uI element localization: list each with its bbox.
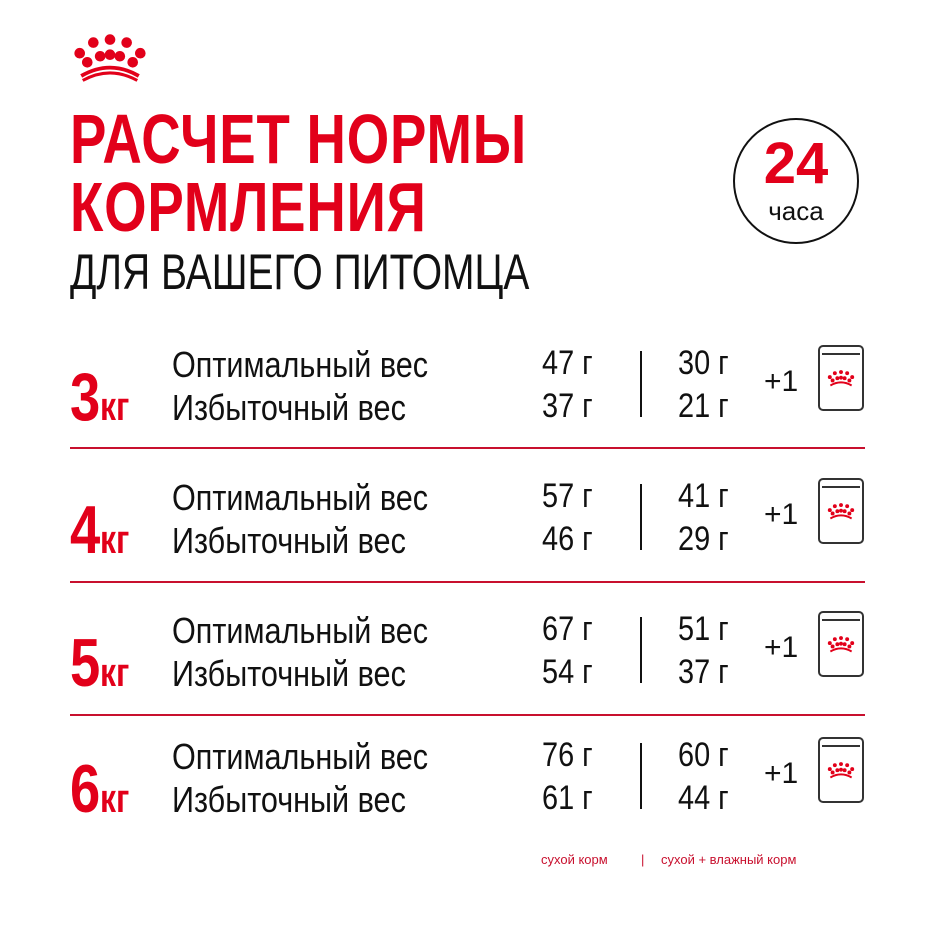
mixed-optimal-value: 30 г — [678, 344, 729, 382]
mixed-overweight-value: 29 г — [678, 520, 729, 558]
overweight-label: Избыточный вес — [172, 387, 406, 428]
legend-divider: | — [641, 852, 645, 867]
weight-label: 6кг — [70, 751, 130, 827]
dry-optimal-value: 47 г — [542, 344, 593, 382]
dry-overweight-value: 54 г — [542, 653, 593, 691]
pouch-count: +1 — [764, 757, 799, 790]
mixed-optimal-value: 41 г — [678, 477, 729, 515]
overweight-label: Избыточный вес — [172, 779, 406, 820]
row-divider — [70, 447, 865, 449]
wet-food-pouch-icon — [818, 737, 864, 803]
row-divider — [70, 581, 865, 583]
dry-optimal-value: 57 г — [542, 477, 593, 515]
weight-label: 4кг — [70, 492, 130, 568]
pouch-count: +1 — [764, 498, 799, 531]
royal-canin-crown-icon — [74, 34, 146, 82]
title-line-2: КОРМЛЕНИЯ — [70, 168, 427, 246]
optimal-weight-label: Оптимальный вес — [172, 736, 429, 777]
column-divider — [640, 617, 642, 683]
pouch-count: +1 — [764, 631, 799, 664]
overweight-label: Избыточный вес — [172, 520, 406, 561]
mixed-optimal-value: 51 г — [678, 610, 729, 648]
wet-food-pouch-icon — [818, 478, 864, 544]
mixed-overweight-value: 44 г — [678, 779, 729, 817]
column-divider — [640, 743, 642, 809]
badge-number: 24 — [763, 131, 829, 196]
dry-overweight-value: 37 г — [542, 387, 593, 425]
optimal-weight-label: Оптимальный вес — [172, 610, 429, 651]
wet-food-pouch-icon — [818, 611, 864, 677]
badge-unit: часа — [768, 196, 824, 226]
weight-row: 3кг Оптимальный вес Избыточный вес 47 г … — [0, 344, 935, 477]
weight-label: 3кг — [70, 359, 130, 435]
overweight-label: Избыточный вес — [172, 653, 406, 694]
pouch-count: +1 — [764, 365, 799, 398]
24-hours-badge: 24 часа — [733, 118, 859, 244]
title-line-1: РАСЧЕТ НОРМЫ — [70, 100, 527, 178]
dry-overweight-value: 46 г — [542, 520, 593, 558]
mixed-optimal-value: 60 г — [678, 736, 729, 774]
dry-optimal-value: 67 г — [542, 610, 593, 648]
dry-overweight-value: 61 г — [542, 779, 593, 817]
dry-optimal-value: 76 г — [542, 736, 593, 774]
subtitle: ДЛЯ ВАШЕГО ПИТОМЦА — [70, 244, 530, 300]
weight-label: 5кг — [70, 625, 130, 701]
optimal-weight-label: Оптимальный вес — [172, 477, 429, 518]
weight-row: 5кг Оптимальный вес Избыточный вес 67 г … — [0, 610, 935, 743]
legend-dry: сухой корм — [541, 852, 608, 867]
column-divider — [640, 351, 642, 417]
optimal-weight-label: Оптимальный вес — [172, 344, 429, 385]
row-divider — [70, 714, 865, 716]
mixed-overweight-value: 21 г — [678, 387, 729, 425]
weight-row: 6кг Оптимальный вес Избыточный вес 76 г … — [0, 736, 935, 869]
wet-food-pouch-icon — [818, 345, 864, 411]
column-divider — [640, 484, 642, 550]
mixed-overweight-value: 37 г — [678, 653, 729, 691]
legend-mixed: сухой + влажный корм — [661, 852, 797, 867]
weight-row: 4кг Оптимальный вес Избыточный вес 57 г … — [0, 477, 935, 610]
